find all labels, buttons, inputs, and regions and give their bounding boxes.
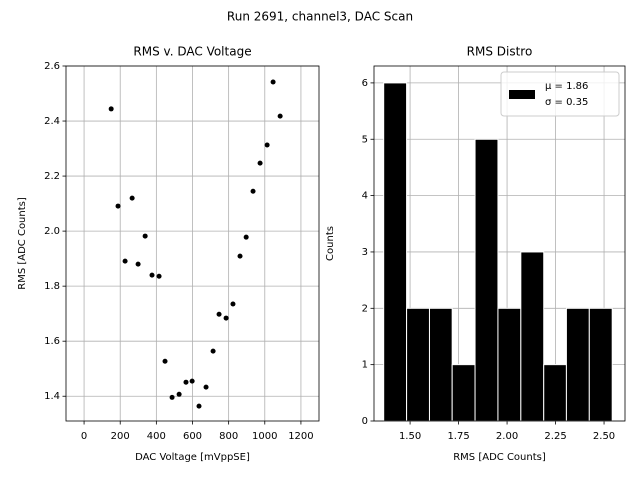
point (270, 79, 276, 85)
bar (383, 82, 408, 422)
x-tick-label: 1.75 (447, 431, 469, 442)
x-tick-label: 1200 (288, 431, 313, 442)
bar (428, 307, 453, 422)
point (176, 391, 182, 397)
point (203, 384, 209, 390)
y-tick-label: 2.4 (44, 116, 60, 127)
y-tick-label: 1 (362, 360, 368, 371)
point (156, 273, 162, 279)
point (183, 379, 189, 385)
y-tick-label: 3 (362, 247, 368, 258)
y-tick-label: 4 (362, 191, 368, 202)
point (162, 358, 168, 364)
point (122, 258, 128, 264)
x-tick-label: 2.50 (593, 431, 615, 442)
y-tick-label: 1.8 (44, 281, 60, 292)
point (135, 261, 141, 267)
x-tick-label: 2.25 (544, 431, 566, 442)
point (216, 311, 222, 317)
bar (406, 307, 430, 422)
bar (520, 251, 545, 422)
point (230, 301, 236, 307)
x-tick-label: 800 (219, 431, 238, 442)
x-tick-label: 600 (183, 431, 202, 442)
figure-title: Run 2691, channel3, DAC Scan (227, 10, 413, 24)
y-tick-label: 2.0 (44, 226, 60, 237)
axes-title: RMS Distro (467, 45, 533, 59)
bar (497, 307, 522, 422)
y-tick-label: 5 (362, 134, 368, 145)
y-axis-label: RMS [ADC Counts] (17, 197, 28, 290)
axes-title: RMS v. DAC Voltage (133, 45, 251, 59)
x-tick-label: 1000 (252, 431, 277, 442)
point (149, 272, 155, 278)
x-axis-label: RMS [ADC Counts] (453, 452, 546, 463)
axes-frame (373, 65, 626, 422)
bar (565, 307, 590, 422)
y-tick-label: 1.6 (44, 336, 60, 347)
y-tick-label: 2 (362, 303, 368, 314)
bar (451, 364, 476, 422)
legend-box (500, 71, 620, 117)
y-tick-label: 1.4 (44, 391, 60, 402)
bar (474, 138, 499, 422)
axes-frame (65, 65, 320, 422)
point (223, 315, 229, 321)
x-tick-label: 0 (81, 431, 87, 442)
x-tick-label: 1.50 (399, 431, 421, 442)
point (115, 203, 121, 209)
y-axis-label: Counts (325, 226, 336, 261)
x-tick-label: 2.00 (496, 431, 518, 442)
bar (588, 307, 613, 422)
y-tick-label: 2.6 (44, 61, 60, 72)
point (210, 348, 216, 354)
point (243, 234, 249, 240)
point (142, 233, 148, 239)
x-axis-label: DAC Voltage [mVppSE] (135, 452, 250, 463)
y-tick-label: 6 (362, 78, 368, 89)
x-tick-label: 200 (111, 431, 130, 442)
x-tick-label: 400 (147, 431, 166, 442)
point (277, 113, 283, 119)
legend-label: σ = 0.35 (545, 97, 588, 108)
y-tick-label: 2.2 (44, 171, 60, 182)
point (189, 378, 195, 384)
legend-label: μ = 1.86 (545, 81, 588, 92)
point (196, 403, 202, 409)
point (264, 142, 270, 148)
point (237, 253, 243, 259)
point (257, 160, 263, 166)
point (108, 106, 114, 112)
y-tick-label: 0 (362, 416, 368, 427)
point (129, 195, 135, 201)
bar (543, 364, 567, 422)
legend-swatch (509, 90, 535, 99)
point (250, 188, 256, 194)
point (169, 394, 175, 400)
